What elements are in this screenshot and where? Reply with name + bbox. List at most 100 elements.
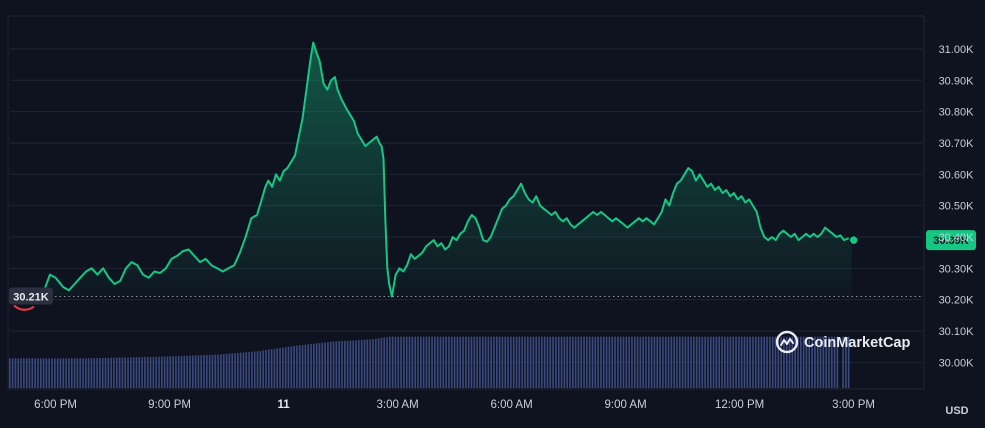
volume-bar	[622, 336, 625, 388]
volume-bar	[800, 336, 802, 388]
volume-bar	[467, 336, 470, 388]
volume-bar	[189, 355, 191, 388]
y-tick-label: 30.30K	[939, 263, 975, 275]
volume-bar	[740, 336, 743, 388]
volume-bar	[693, 336, 695, 388]
volume-bar	[310, 344, 312, 388]
volume-bar	[113, 357, 115, 388]
volume-bar	[222, 354, 225, 388]
volume-bar	[715, 336, 718, 388]
volume-bar	[411, 336, 414, 388]
volume-bar	[341, 341, 343, 388]
volume-bar	[687, 336, 690, 388]
volume-bar	[383, 337, 386, 388]
volume-bar	[363, 339, 366, 388]
volume-bar	[118, 357, 121, 388]
y-tick-label: 30.00K	[939, 357, 975, 369]
volume-bar	[676, 336, 678, 388]
volume-bar	[507, 336, 509, 388]
volume-bar	[101, 357, 104, 388]
volume-bar	[338, 341, 340, 388]
volume-bar	[329, 341, 332, 388]
volume-bar	[194, 355, 197, 388]
volume-bar	[445, 336, 447, 388]
volume-bar	[746, 336, 749, 388]
price-line	[9, 41, 853, 301]
volume-bar	[358, 340, 360, 388]
volume-bar	[588, 336, 591, 388]
volume-bar	[448, 336, 450, 388]
volume-bar	[698, 336, 701, 388]
y-tick-label: 30.50K	[939, 201, 975, 213]
volume-bar	[653, 336, 656, 388]
volume-bar	[777, 336, 780, 388]
volume-bar	[259, 350, 262, 388]
volume-bar	[431, 336, 433, 388]
volume-bar	[180, 355, 183, 388]
volume-bar	[808, 336, 811, 388]
current-price-label: 30.39K	[933, 235, 969, 247]
volume-bar	[239, 352, 242, 388]
x-tick-label: 9:00 PM	[148, 399, 191, 411]
volume-bar	[107, 357, 110, 388]
volume-bar	[569, 336, 571, 388]
volume-bar	[172, 356, 174, 388]
volume-bar	[273, 348, 276, 388]
volume-bar	[645, 336, 647, 388]
volume-bar	[397, 336, 400, 388]
volume-bar	[504, 336, 507, 388]
volume-bar	[521, 336, 523, 388]
volume-bar	[141, 357, 143, 388]
volume-bar	[231, 353, 233, 388]
volume-bar	[146, 356, 149, 388]
volume-bar	[684, 336, 687, 388]
volume-bar	[636, 336, 639, 388]
volume-bar	[82, 358, 84, 388]
volume-bar	[617, 336, 619, 388]
volume-bar	[335, 341, 338, 388]
volume-bar	[816, 336, 819, 388]
volume-bar	[256, 351, 259, 388]
volume-bar	[293, 345, 295, 388]
volume-bar	[158, 356, 160, 388]
volume-bar	[391, 336, 394, 388]
volume-bar	[605, 336, 608, 388]
volume-bar	[39, 358, 42, 388]
volume-bar	[656, 336, 659, 388]
volume-bar	[535, 336, 538, 388]
volume-bar	[524, 336, 526, 388]
volume-bar	[543, 336, 546, 388]
volume-bar	[549, 336, 552, 388]
volume-bar	[791, 336, 794, 388]
volume-bar	[127, 357, 129, 388]
volume-bar	[484, 336, 487, 388]
x-tick-label: 9:00 AM	[604, 399, 646, 411]
volume-bar	[211, 354, 214, 388]
volume-bar	[819, 336, 822, 388]
volume-bar	[267, 349, 270, 388]
volume-bar	[822, 336, 825, 388]
volume-bar	[203, 355, 205, 388]
volume-bar	[735, 336, 737, 388]
volume-bar	[465, 336, 467, 388]
volume-bar	[783, 336, 785, 388]
volume-bar	[251, 351, 253, 388]
volume-bar	[304, 344, 307, 388]
y-tick-label: 30.20K	[939, 295, 975, 307]
volume-bar	[780, 336, 782, 388]
volume-bar	[287, 346, 290, 388]
volume-bar	[608, 336, 611, 388]
volume-bar	[425, 336, 428, 388]
coinmarketcap-logo: CoinMarketCap	[775, 330, 910, 354]
volume-bar	[726, 336, 729, 388]
y-tick-label: 30.70K	[939, 138, 975, 150]
volume-bar	[662, 336, 664, 388]
volume-bar	[87, 358, 90, 388]
current-price-badge: 30.39K	[926, 230, 976, 251]
volume-bar	[434, 336, 436, 388]
volume-bar	[512, 336, 515, 388]
volume-bar	[73, 358, 76, 388]
volume-bar	[510, 336, 512, 388]
volume-bar	[557, 336, 560, 388]
volume-bar	[847, 336, 850, 388]
